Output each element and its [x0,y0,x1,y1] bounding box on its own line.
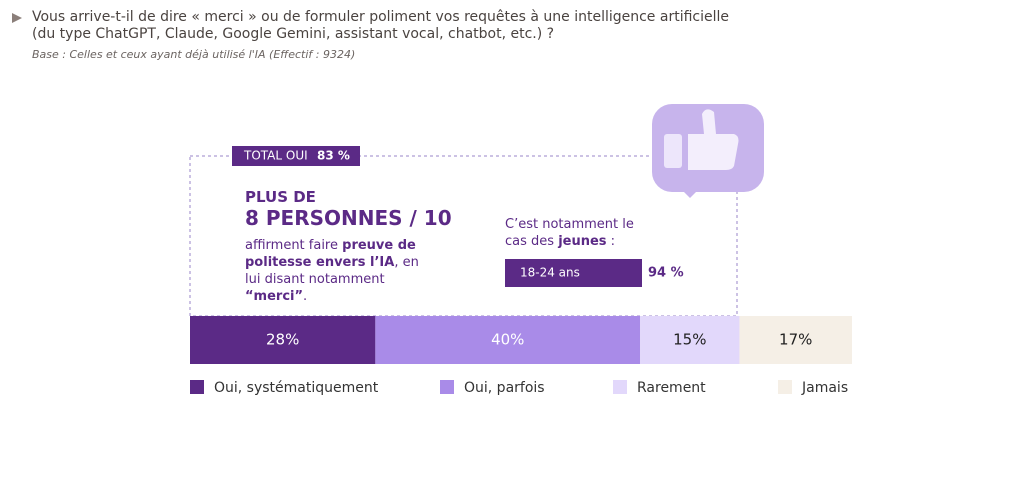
youth-label: 18-24 ans [520,266,580,280]
text-bold: “merci” [245,289,304,304]
data-label: 28% [266,331,299,349]
text: C’est notamment le cas des [505,217,634,249]
callout-line: PLUS DE [245,188,316,206]
youth-text: C’est notamment le cas des jeunes : [505,216,645,250]
legend-swatch [613,380,627,394]
legend-label: Rarement [637,380,706,396]
legend-swatch [190,380,204,394]
bar-segment [375,316,641,364]
data-label: 17% [779,331,812,349]
data-label: 15% [673,331,706,349]
base-note: Base : Celles et ceux ayant déjà utilisé… [32,48,356,61]
legend-label: Jamais [801,380,848,396]
bar-segment [640,316,740,364]
text-bold: jeunes [558,234,607,249]
text: : [606,234,616,249]
text: , en lui disant notamment [245,255,419,287]
data-label: 40% [491,331,524,349]
bar-segment [190,316,376,364]
legend-label: Oui, parfois [464,380,545,396]
bar-segment [739,316,852,364]
legend-swatch [778,380,792,394]
text: affirment faire [245,238,343,253]
youth-value: 94 % [648,266,684,281]
total-value: 83 % [317,149,350,163]
total-badge [232,146,360,166]
callout-text: affirment faire preuve de politesse enve… [245,237,435,305]
text: . [303,289,308,304]
total-label: TOTAL OUI [243,149,308,163]
text-bold: preuve de politesse envers l’IA [245,238,416,270]
youth-box [505,259,642,287]
thumbs-icon [652,104,764,198]
legend-label: Oui, systématiquement [214,380,379,396]
callout-headline: 8 PERSONNES / 10 [245,206,452,230]
question: Vous arrive-t-il de dire « merci » ou de… [32,9,729,42]
legend-swatch [440,380,454,394]
bullet [12,13,22,23]
